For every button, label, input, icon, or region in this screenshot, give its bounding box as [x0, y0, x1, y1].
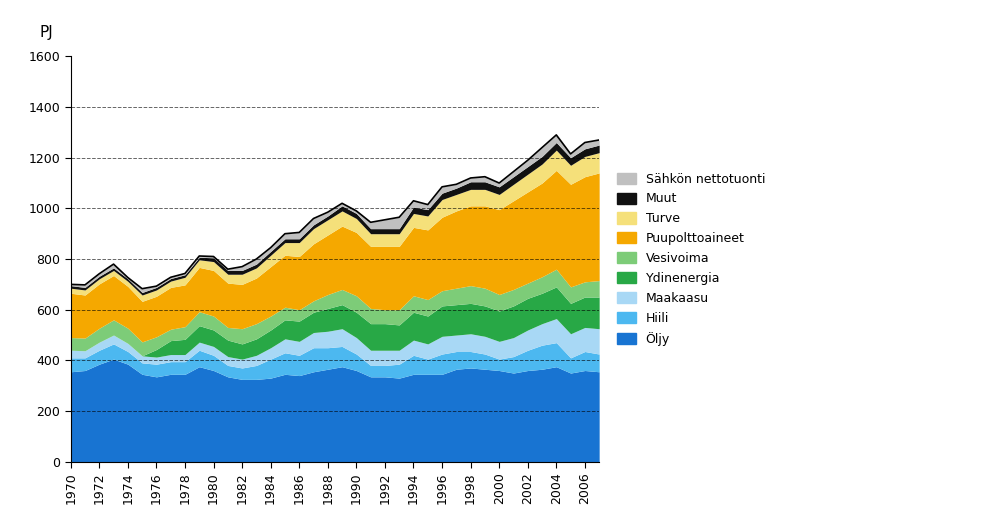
Text: PJ: PJ [39, 25, 53, 40]
Legend: Sähkön nettotuonti, Muut, Turve, Puupolttoaineet, Vesivoima, Ydinenergia, Maakaa: Sähkön nettotuonti, Muut, Turve, Puupolt… [610, 166, 771, 352]
